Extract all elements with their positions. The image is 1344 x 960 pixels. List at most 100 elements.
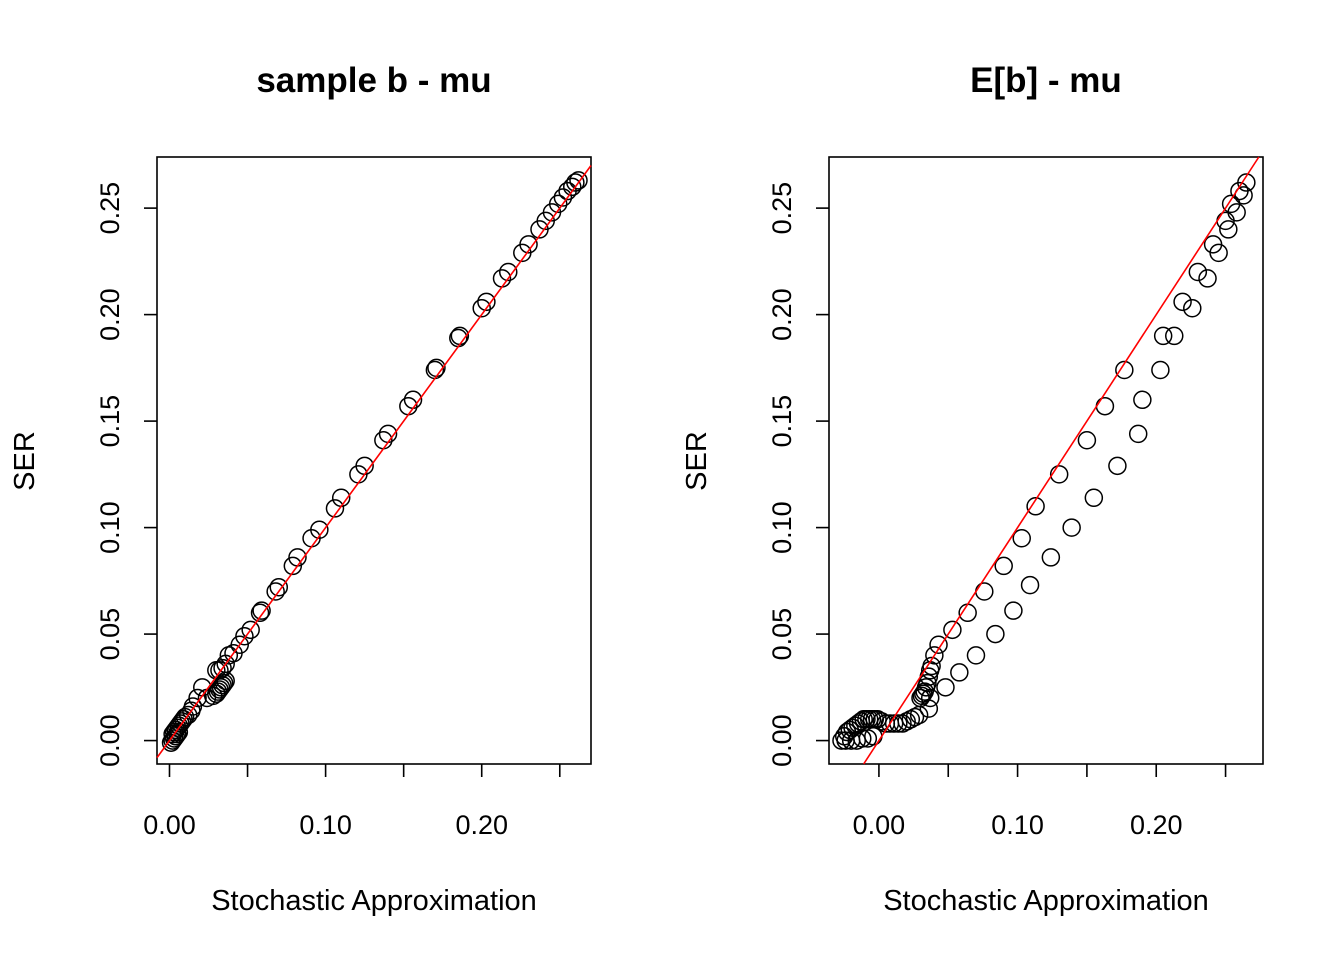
data-point bbox=[1133, 390, 1152, 410]
x-axis-label: Stochastic Approximation bbox=[883, 885, 1209, 917]
data-point bbox=[950, 663, 969, 682]
data-point bbox=[936, 678, 955, 697]
data-point bbox=[183, 697, 203, 716]
panel-expected-b-mu: E[b] - mu Stochastic Approximation SER 0… bbox=[681, 61, 1264, 917]
data-point bbox=[1227, 203, 1246, 222]
data-point bbox=[210, 661, 229, 680]
data-point bbox=[1188, 262, 1208, 282]
data-point bbox=[893, 714, 912, 733]
data-point bbox=[252, 601, 271, 620]
data-point bbox=[266, 582, 285, 601]
data-point bbox=[1084, 488, 1104, 508]
data-point bbox=[943, 620, 962, 640]
y-tick-label: 0.25 bbox=[95, 182, 125, 235]
data-point bbox=[864, 727, 883, 746]
y-tick-label: 0.25 bbox=[767, 182, 797, 235]
data-point bbox=[1012, 528, 1031, 548]
reference-line bbox=[156, 165, 592, 759]
data-point bbox=[986, 624, 1005, 644]
data-point bbox=[1165, 326, 1184, 346]
data-point bbox=[1077, 431, 1097, 450]
data-point bbox=[178, 705, 198, 725]
data-point bbox=[853, 729, 872, 748]
data-point bbox=[553, 188, 573, 207]
data-point bbox=[1198, 269, 1217, 288]
chart-title: E[b] - mu bbox=[970, 61, 1122, 100]
data-point bbox=[566, 173, 585, 192]
data-point bbox=[1128, 424, 1148, 444]
data-point bbox=[1049, 465, 1069, 484]
data-point bbox=[250, 603, 270, 623]
x-tick-label: 0.20 bbox=[1130, 810, 1183, 840]
data-point bbox=[230, 635, 249, 654]
x-tick-label: 0.20 bbox=[455, 810, 508, 840]
data-point bbox=[920, 688, 940, 708]
data-point bbox=[1153, 326, 1173, 346]
y-axis: 0.00 0.05 0.10 0.15 0.20 0.25 bbox=[767, 182, 829, 767]
y-tick-label: 0.00 bbox=[95, 714, 125, 767]
data-point bbox=[1004, 601, 1023, 620]
y-tick-label: 0.00 bbox=[767, 714, 797, 767]
x-tick-label: 0.10 bbox=[299, 810, 352, 840]
data-point bbox=[325, 499, 345, 518]
y-tick-label: 0.10 bbox=[767, 501, 797, 554]
data-point bbox=[1183, 298, 1202, 318]
x-axis-label: Stochastic Approximation bbox=[211, 885, 537, 917]
data-point bbox=[925, 646, 944, 665]
data-point bbox=[918, 673, 937, 693]
y-tick-label: 0.15 bbox=[95, 395, 125, 448]
panel-sample-b-mu: sample b - mu Stochastic Approximation S… bbox=[9, 61, 592, 917]
scatter-points bbox=[832, 173, 1256, 750]
data-point bbox=[922, 656, 941, 676]
data-point bbox=[569, 171, 588, 190]
data-point bbox=[563, 177, 582, 197]
data-point bbox=[1095, 396, 1115, 416]
data-point bbox=[472, 298, 491, 318]
data-point bbox=[1209, 243, 1228, 263]
y-axis-label: SER bbox=[681, 431, 713, 491]
data-point bbox=[929, 635, 948, 654]
data-point bbox=[1115, 360, 1134, 380]
y-axis-label: SER bbox=[9, 431, 41, 491]
data-point bbox=[310, 520, 329, 539]
data-point bbox=[1108, 456, 1127, 476]
chart-title: sample b - mu bbox=[256, 61, 491, 100]
data-point bbox=[499, 262, 518, 282]
y-axis: 0.00 0.05 0.10 0.15 0.20 0.25 bbox=[95, 182, 157, 767]
x-tick-label: 0.00 bbox=[853, 810, 906, 840]
data-point bbox=[1237, 173, 1256, 192]
data-point bbox=[269, 577, 289, 597]
data-point bbox=[919, 699, 939, 718]
data-point bbox=[477, 292, 496, 312]
y-tick-label: 0.05 bbox=[767, 608, 797, 661]
plot-frame bbox=[828, 156, 1264, 765]
data-point bbox=[1173, 292, 1192, 312]
data-point bbox=[1151, 360, 1170, 380]
data-point bbox=[994, 556, 1013, 576]
y-tick-label: 0.15 bbox=[767, 395, 797, 448]
plot-frame bbox=[156, 156, 592, 765]
x-tick-label: 0.10 bbox=[991, 810, 1044, 840]
y-tick-label: 0.05 bbox=[95, 608, 125, 661]
data-point bbox=[283, 556, 303, 576]
x-axis: 0.00 0.10 0.20 bbox=[853, 764, 1227, 840]
x-axis: 0.00 0.10 0.20 bbox=[143, 764, 561, 840]
data-point bbox=[241, 620, 260, 640]
x-tick-label: 0.00 bbox=[143, 810, 196, 840]
data-point bbox=[897, 712, 916, 731]
data-point bbox=[1219, 220, 1238, 239]
y-tick-label: 0.20 bbox=[95, 288, 125, 341]
data-point bbox=[188, 688, 207, 708]
data-point bbox=[213, 658, 232, 678]
data-point bbox=[1041, 548, 1061, 567]
y-tick-label: 0.10 bbox=[95, 501, 125, 554]
reference-line bbox=[862, 156, 1260, 765]
data-point bbox=[1062, 518, 1081, 537]
data-point bbox=[172, 712, 192, 731]
data-point bbox=[1020, 575, 1040, 595]
y-tick-label: 0.20 bbox=[767, 288, 797, 341]
data-point bbox=[519, 235, 538, 254]
data-point bbox=[966, 646, 986, 665]
data-point bbox=[235, 626, 254, 646]
